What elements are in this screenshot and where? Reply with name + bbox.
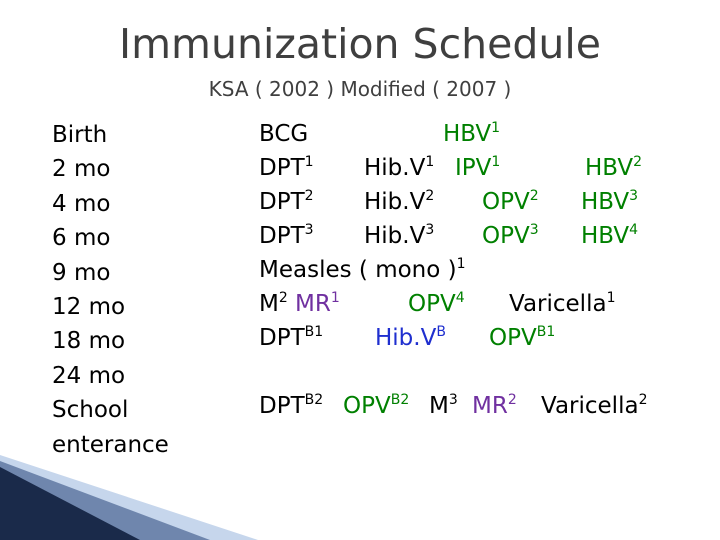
vaccine-varicella-12mo: Varicella1 xyxy=(509,290,616,317)
page-title: Immunization Schedule xyxy=(119,20,601,68)
age-24mo: 24 mo xyxy=(52,362,126,389)
vaccine-hbv-4mo: HBV3 xyxy=(581,188,639,215)
age-column: Birth 2 mo 4 mo 6 mo 9 mo 12 mo 18 mo 24… xyxy=(52,118,169,462)
vaccine-opv-12mo: OPV4 xyxy=(408,290,465,317)
vaccine-opv-6mo: OPV3 xyxy=(482,222,539,249)
vaccine-opv-school: OPVB2 xyxy=(343,392,410,419)
corner-swoosh-decoration xyxy=(0,455,258,540)
age-12mo: 12 mo xyxy=(52,294,126,321)
vaccine-bcg: BCG xyxy=(259,121,309,147)
page-subtitle: KSA ( 2002 ) Modified ( 2007 ) xyxy=(208,77,512,101)
vaccine-m-school: M3 xyxy=(429,392,458,419)
vaccine-ipv-2mo: IPV1 xyxy=(455,154,501,181)
vaccine-m-12mo: M2 xyxy=(259,290,288,317)
corner-swoosh-dark xyxy=(0,467,140,540)
vaccine-mr-12mo: MR1 xyxy=(295,290,340,317)
age-enterance: enterance xyxy=(52,431,169,458)
age-9mo: 9 mo xyxy=(52,259,111,286)
vaccine-dpt-school: DPTB2 xyxy=(259,392,324,419)
vaccine-dpt-6mo: DPT3 xyxy=(259,222,314,249)
vaccine-hib-6mo: Hib.V3 xyxy=(364,222,435,249)
age-6mo: 6 mo xyxy=(52,225,111,252)
vaccine-dpt-4mo: DPT2 xyxy=(259,188,314,215)
vaccine-mr-school: MR2 xyxy=(472,392,517,419)
age-18mo: 18 mo xyxy=(52,328,126,355)
vaccine-hbv-6mo: HBV4 xyxy=(581,222,639,249)
vaccine-dpt-18mo: DPTB1 xyxy=(259,324,324,351)
age-2mo: 2 mo xyxy=(52,156,111,183)
vaccine-opv-4mo: OPV2 xyxy=(482,188,539,215)
vaccine-hib-18mo: Hib.VB xyxy=(375,324,446,351)
vaccine-opv-18mo: OPVB1 xyxy=(489,324,556,351)
vaccine-hbv-birth: HBV1 xyxy=(443,120,501,147)
vaccine-measles-9mo: Measles ( mono )1 xyxy=(259,256,466,283)
vaccine-varicella-school: Varicella2 xyxy=(541,392,648,419)
age-4mo: 4 mo xyxy=(52,190,111,217)
vaccine-hib-4mo: Hib.V2 xyxy=(364,188,435,215)
vaccine-hbv-2mo: HBV2 xyxy=(585,154,643,181)
age-school: School xyxy=(52,397,129,424)
vaccine-hib-2mo: Hib.V1 xyxy=(364,154,435,181)
age-birth: Birth xyxy=(52,122,108,148)
vaccine-dpt-2mo: DPT1 xyxy=(259,154,314,181)
